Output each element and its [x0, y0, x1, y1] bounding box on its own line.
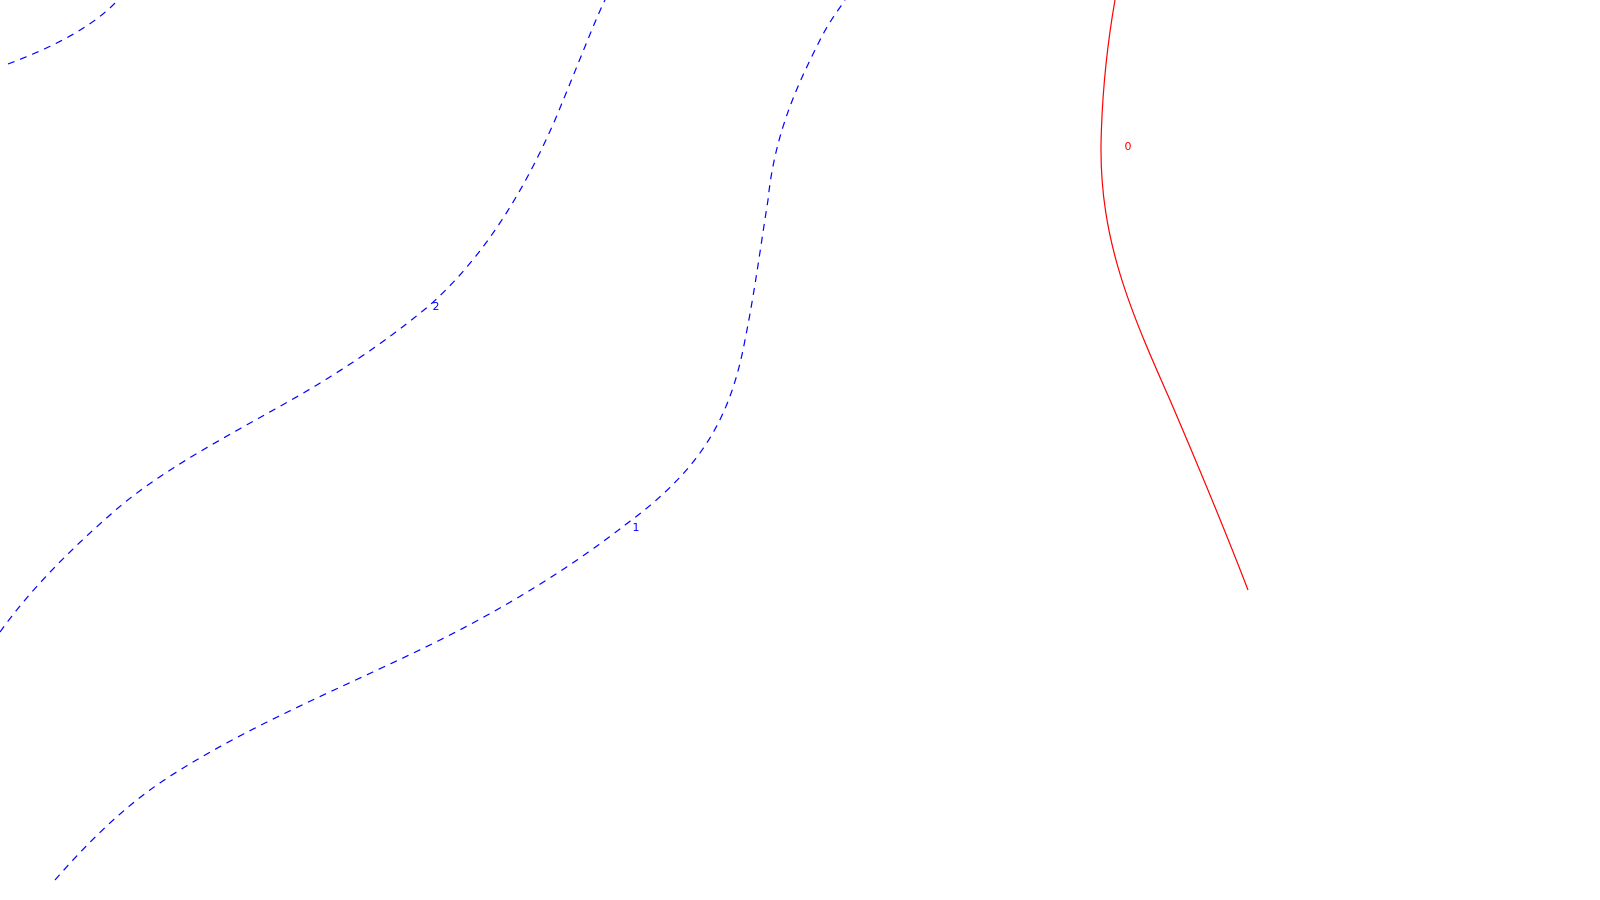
contour-label-0: 0 [1125, 140, 1132, 153]
contour-label-1: 1 [633, 521, 640, 534]
contour-line-0 [1100, 0, 1249, 591]
contour-line-1 [54, 0, 846, 881]
contour-line-2 [0, 0, 606, 633]
contour-label-2: 2 [433, 300, 440, 313]
contour-line-2-fragment [7, 0, 119, 65]
